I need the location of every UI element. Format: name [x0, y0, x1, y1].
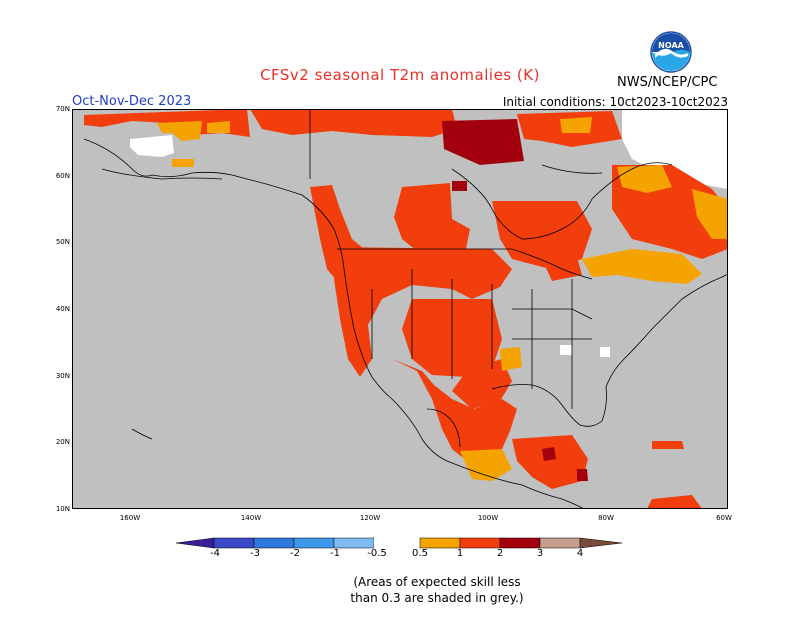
- colorbar-tick: -1: [330, 548, 340, 559]
- lon-label: 160W: [119, 514, 141, 522]
- colorbar-tick: -2: [290, 548, 300, 559]
- colorbar-tick: 0.5: [412, 548, 428, 559]
- colorbar-tick: 2: [496, 548, 504, 559]
- svg-text:NOAA: NOAA: [658, 41, 684, 50]
- coastlines: [83, 109, 728, 509]
- lon-label: 120W: [359, 514, 381, 522]
- lon-label: 80W: [598, 514, 614, 522]
- lat-label: 40N: [55, 305, 70, 313]
- colorbar-tick: 1: [456, 548, 464, 559]
- lat-label: 50N: [55, 238, 70, 246]
- noaa-logo: NOAA: [650, 31, 692, 73]
- lon-label: 140W: [240, 514, 262, 522]
- lat-label: 30N: [55, 372, 70, 380]
- agency-label: NWS/NCEP/CPC: [617, 75, 718, 90]
- colorbar-tick: 3: [536, 548, 544, 559]
- anomaly-map: [72, 109, 728, 509]
- skill-note: than 0.3 are shaded in grey.): [350, 591, 524, 605]
- lat-label: 70N: [55, 105, 70, 113]
- colorbar-tick: -4: [210, 548, 220, 559]
- anomaly-shading: [84, 109, 728, 509]
- map-title: CFSv2 seasonal T2m anomalies (K): [260, 66, 540, 84]
- lat-label: 60N: [55, 172, 70, 180]
- lon-label: 100W: [477, 514, 499, 522]
- colorbar: [175, 537, 623, 549]
- skill-note: (Areas of expected skill less: [353, 575, 521, 589]
- colorbar-tick: -0.5: [367, 548, 387, 559]
- lon-label: 60W: [716, 514, 732, 522]
- colorbar-tick: -3: [250, 548, 260, 559]
- colorbar-tick: 4: [576, 548, 584, 559]
- lat-label: 10N: [55, 505, 70, 513]
- forecast-period: Oct-Nov-Dec 2023: [72, 94, 192, 109]
- initial-conditions: Initial conditions: 10ct2023-10ct2023: [502, 95, 728, 109]
- lat-label: 20N: [55, 438, 70, 446]
